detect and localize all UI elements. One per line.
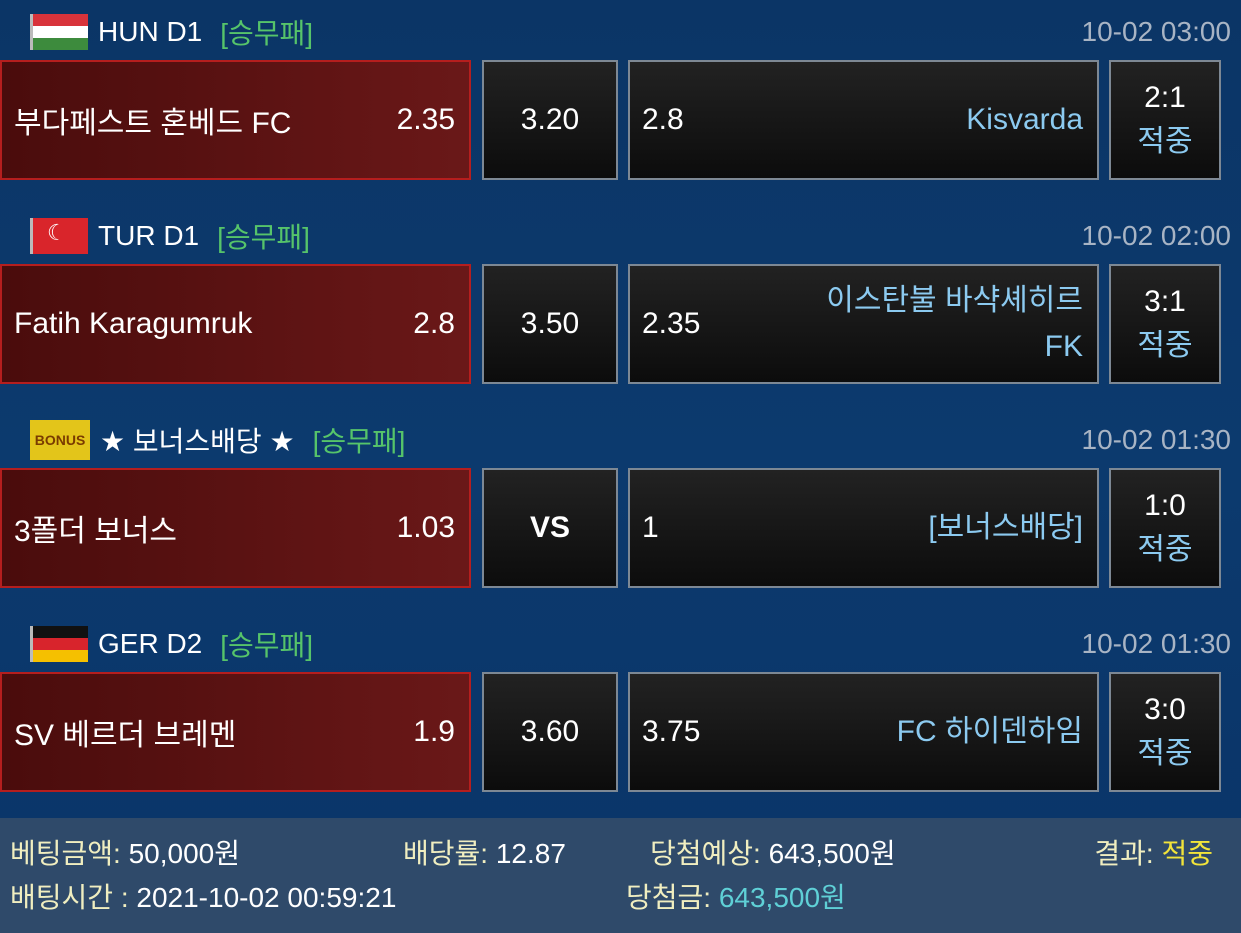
expected-label: 당첨예상:: [650, 838, 761, 869]
home-odds: 2.8: [413, 307, 455, 340]
bonus-badge-icon: BONUS: [30, 420, 90, 460]
away-team: 이스탄불 바샥셰히르 FK: [826, 284, 1083, 363]
odds-label: 배당률:: [403, 838, 489, 869]
away-odds-button[interactable]: 1 [보너스배당]: [628, 468, 1099, 588]
home-odds-button[interactable]: 부다페스트 혼베드 FC 2.35: [0, 60, 471, 180]
away-team: FC 하이덴하임: [896, 715, 1083, 748]
match-time: 10-02 01:30: [1081, 628, 1231, 659]
home-odds: 1.03: [396, 511, 455, 544]
draw-odds: 3.60: [520, 715, 580, 748]
match-row: GER D2 [승무패] 10-02 01:30 SV 베르더 브레멘 1.9 3…: [0, 612, 1241, 816]
total-odds: 12.87: [495, 838, 566, 869]
result-status: 적중: [1137, 533, 1193, 566]
bet-type: [승무패]: [220, 630, 314, 661]
home-odds-button[interactable]: Fatih Karagumruk 2.8: [0, 264, 471, 384]
league-name: TUR D1: [98, 220, 200, 251]
score: 2:1: [1144, 81, 1186, 114]
result-status: 적중: [1137, 737, 1193, 770]
result-box: 1:0 적중: [1109, 468, 1221, 588]
away-odds-button[interactable]: 2.8 Kisvarda: [628, 60, 1099, 180]
match-header: TUR D1 [승무패] 10-02 02:00: [30, 212, 1231, 260]
home-team: Fatih Karagumruk: [14, 307, 253, 340]
draw-odds: VS: [529, 511, 571, 544]
home-team: 3폴더 보너스: [14, 515, 178, 548]
match-row: BONUS ★ 보너스배당 ★ [승무패] 10-02 01:30 3폴더 보너…: [0, 408, 1241, 612]
bet-type: [승무패]: [220, 18, 314, 49]
turkey-flag-icon: [30, 218, 88, 254]
result-status: 적중: [1137, 125, 1193, 158]
bet-summary: 베팅금액: 50,000원 배당률: 12.87 당첨예상: 643,500원 …: [0, 818, 1241, 933]
away-odds: 3.75: [642, 715, 701, 748]
bet-type: [승무패]: [217, 222, 310, 253]
germany-flag-icon: [30, 626, 88, 662]
match-row: TUR D1 [승무패] 10-02 02:00 Fatih Karagumru…: [0, 204, 1241, 408]
match-header: GER D2 [승무패] 10-02 01:30: [30, 620, 1231, 668]
bet-time-label: 배팅시간 :: [10, 882, 129, 913]
match-time: 10-02 02:00: [1081, 220, 1231, 251]
score: 1:0: [1144, 489, 1186, 522]
draw-odds-button[interactable]: 3.60: [482, 672, 618, 792]
home-team: SV 베르더 브레멘: [14, 719, 237, 752]
result-box: 3:0 적중: [1109, 672, 1221, 792]
away-team: [보너스배당]: [928, 511, 1083, 544]
expected-win: 643,500원: [768, 838, 896, 869]
draw-odds-button[interactable]: 3.50: [482, 264, 618, 384]
hungary-flag-icon: [30, 14, 88, 50]
home-team: 부다페스트 혼베드 FC: [14, 107, 292, 140]
draw-odds: 3.50: [520, 307, 580, 340]
match-header: HUN D1 [승무패] 10-02 03:00: [30, 8, 1231, 56]
home-odds: 1.9: [413, 715, 455, 748]
league-name: GER D2: [98, 628, 203, 659]
league-name: HUN D1: [98, 16, 203, 47]
match-header: BONUS ★ 보너스배당 ★ [승무패] 10-02 01:30: [30, 416, 1231, 464]
away-odds-button[interactable]: 3.75 FC 하이덴하임: [628, 672, 1099, 792]
home-odds-button[interactable]: 3폴더 보너스 1.03: [0, 468, 471, 588]
match-time: 10-02 03:00: [1081, 16, 1231, 47]
bet-time: 2021-10-02 00:59:21: [136, 882, 397, 913]
draw-odds: 3.20: [520, 103, 580, 136]
win-label: 당첨금:: [626, 882, 712, 913]
result-box: 3:1 적중: [1109, 264, 1221, 384]
result-status: 적중: [1137, 329, 1193, 362]
away-team: Kisvarda: [966, 103, 1083, 136]
result-label: 결과:: [1094, 838, 1154, 869]
score: 3:0: [1144, 693, 1186, 726]
bet-amount: 50,000원: [128, 838, 241, 869]
league-name: ★ 보너스배당 ★: [100, 426, 295, 457]
bet-amount-label: 베팅금액:: [10, 838, 121, 869]
home-odds-button[interactable]: SV 베르더 브레멘 1.9: [0, 672, 471, 792]
result-box: 2:1 적중: [1109, 60, 1221, 180]
win-amount: 643,500원: [718, 882, 846, 913]
bet-result: 적중: [1161, 838, 1213, 869]
match-row: HUN D1 [승무패] 10-02 03:00 부다페스트 혼베드 FC 2.3…: [0, 0, 1241, 204]
home-odds: 2.35: [396, 103, 455, 136]
bonus-text: BONUS: [34, 432, 86, 448]
score: 3:1: [1144, 285, 1186, 318]
away-odds: 2.8: [642, 103, 684, 136]
draw-odds-button[interactable]: VS: [482, 468, 618, 588]
draw-odds-button[interactable]: 3.20: [482, 60, 618, 180]
away-odds: 2.35: [642, 307, 701, 340]
away-odds: 1: [642, 511, 659, 544]
match-time: 10-02 01:30: [1081, 424, 1231, 455]
bet-type: [승무패]: [312, 426, 406, 457]
away-odds-button[interactable]: 2.35 이스탄불 바샥셰히르 FK: [628, 264, 1099, 384]
